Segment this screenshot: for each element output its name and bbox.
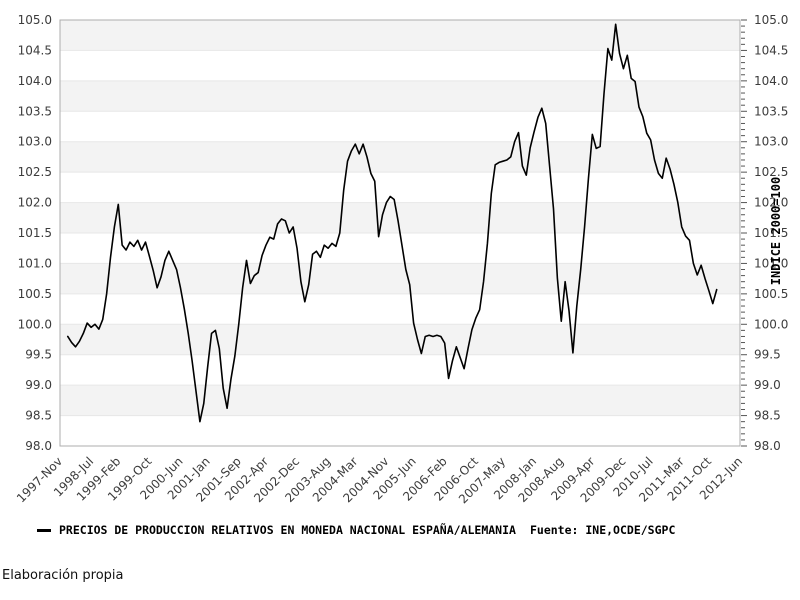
y-axis-tick-label-left: 103.5 <box>18 104 52 118</box>
right-axis-title: INDICE 2000=100 <box>769 176 783 286</box>
y-axis-tick-label-right: 99.5 <box>754 348 781 362</box>
y-axis-tick-label-left: 99.5 <box>25 348 52 362</box>
y-axis-tick-label-left: 105.0 <box>18 13 52 27</box>
y-axis-tick-label-left: 101.0 <box>18 256 52 270</box>
plot-border <box>59 19 741 447</box>
x-axis-tick-label: 1997-Nov <box>14 454 65 505</box>
legend: PRECIOS DE PRODUCCION RELATIVOS EN MONED… <box>37 522 675 538</box>
y-axis-tick-label-right: 98.0 <box>754 439 781 453</box>
footer-note: Elaboración propia <box>2 568 124 583</box>
y-axis-tick-label-left: 98.0 <box>25 439 52 453</box>
y-axis-tick-label-right: 103.5 <box>754 104 788 118</box>
y-axis-tick-label-left: 99.0 <box>25 378 52 392</box>
y-axis-tick-label-right: 102.0 <box>754 196 788 210</box>
y-axis-tick-label-left: 101.5 <box>18 226 52 240</box>
grid-band <box>60 385 740 416</box>
y-axis-tick-label-left: 104.5 <box>18 43 52 57</box>
y-axis-tick-label-left: 103.0 <box>18 135 52 149</box>
series-name-label: PRECIOS DE PRODUCCION RELATIVOS EN MONED… <box>59 523 516 537</box>
y-axis-tick-label-left: 100.5 <box>18 287 52 301</box>
legend-line-marker <box>37 528 51 532</box>
grid-band <box>60 263 740 294</box>
y-axis-tick-label-right: 98.5 <box>754 409 781 423</box>
y-axis-tick-label-right: 102.5 <box>754 165 788 179</box>
series-line <box>66 23 718 423</box>
y-axis-tick-label-right: 104.0 <box>754 74 788 88</box>
y-axis-tick-label-right: 100.0 <box>754 317 788 331</box>
source-label: Fuente: INE,OCDE/SGPC <box>529 523 676 537</box>
y-axis-tick-label-left: 102.5 <box>18 165 52 179</box>
legend-label: PRECIOS DE PRODUCCION RELATIVOS EN MONED… <box>59 523 675 537</box>
grid-band <box>60 324 740 355</box>
y-axis-tick-label-left: 102.0 <box>18 196 52 210</box>
grid-band <box>60 141 740 173</box>
grid-band <box>60 80 740 112</box>
y-axis-tick-label-right: 103.0 <box>754 135 788 149</box>
y-axis-tick-label-right: 99.0 <box>754 378 781 392</box>
grid-band <box>60 20 740 51</box>
y-axis-tick-label-left: 104.0 <box>18 74 52 88</box>
y-axis-tick-label-left: 100.0 <box>18 317 52 331</box>
y-axis-tick-label-left: 98.5 <box>25 409 52 423</box>
y-axis-tick-label-right: 105.0 <box>754 13 788 27</box>
y-axis-tick-label-right: 104.5 <box>754 43 788 57</box>
y-axis-tick-label-right: 101.5 <box>754 226 788 240</box>
y-axis-tick-label-right: 100.5 <box>754 287 788 301</box>
y-axis-tick-label-right: 101.0 <box>754 256 788 270</box>
